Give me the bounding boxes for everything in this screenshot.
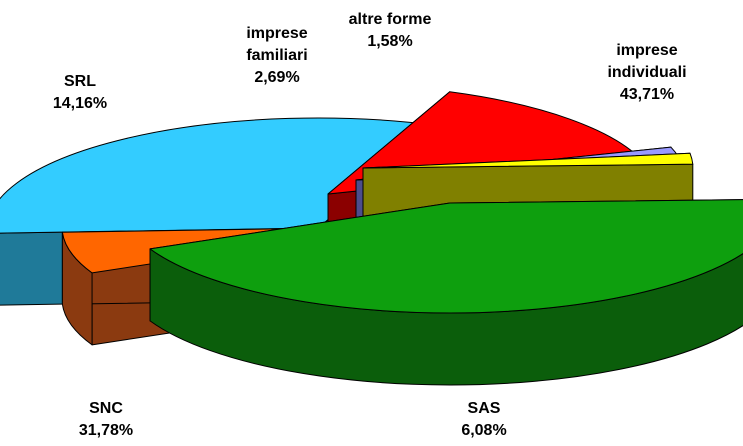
pie-slice-top-5 — [362, 152, 694, 169]
pie-label-name-1: SAS — [468, 400, 501, 417]
pie-label-value-5: 1,58% — [367, 33, 412, 50]
pie-label-name-4: imprese — [246, 25, 307, 42]
pie-label-value-1: 6,08% — [461, 422, 506, 439]
pie-labels: imprese individuali 43,71% SAS 6,08% SNC 31,78… — [53, 11, 687, 439]
pie-slice-0 — [149, 199, 743, 386]
pie-label-1: SAS 6,08% — [461, 400, 506, 439]
pie-label-name-2: SNC — [89, 400, 123, 417]
pie-label-value-3: 14,16% — [53, 95, 107, 112]
pie-label-4: imprese familiari 2,69% — [246, 25, 307, 86]
pie-label-value-2: 31,78% — [79, 422, 133, 439]
pie-slice-top-0 — [149, 199, 743, 314]
pie-label-name-3: SRL — [64, 73, 96, 90]
pie-label-name-5: altre forme — [349, 11, 432, 28]
pie-label-3: SRL 14,16% — [53, 73, 107, 112]
pie-label-name-0: imprese — [616, 42, 677, 59]
pie-label-2: SNC 31,78% — [79, 400, 133, 439]
pie-label-name-0: individuali — [607, 64, 686, 81]
pie-label-0: imprese individuali 43,71% — [607, 42, 686, 103]
pie-label-name-4: familiari — [246, 47, 307, 64]
pie-label-value-4: 2,69% — [254, 69, 299, 86]
pie-label-value-0: 43,71% — [620, 86, 674, 103]
pie-slices — [0, 91, 743, 386]
pie-label-5: altre forme 1,58% — [349, 11, 432, 50]
